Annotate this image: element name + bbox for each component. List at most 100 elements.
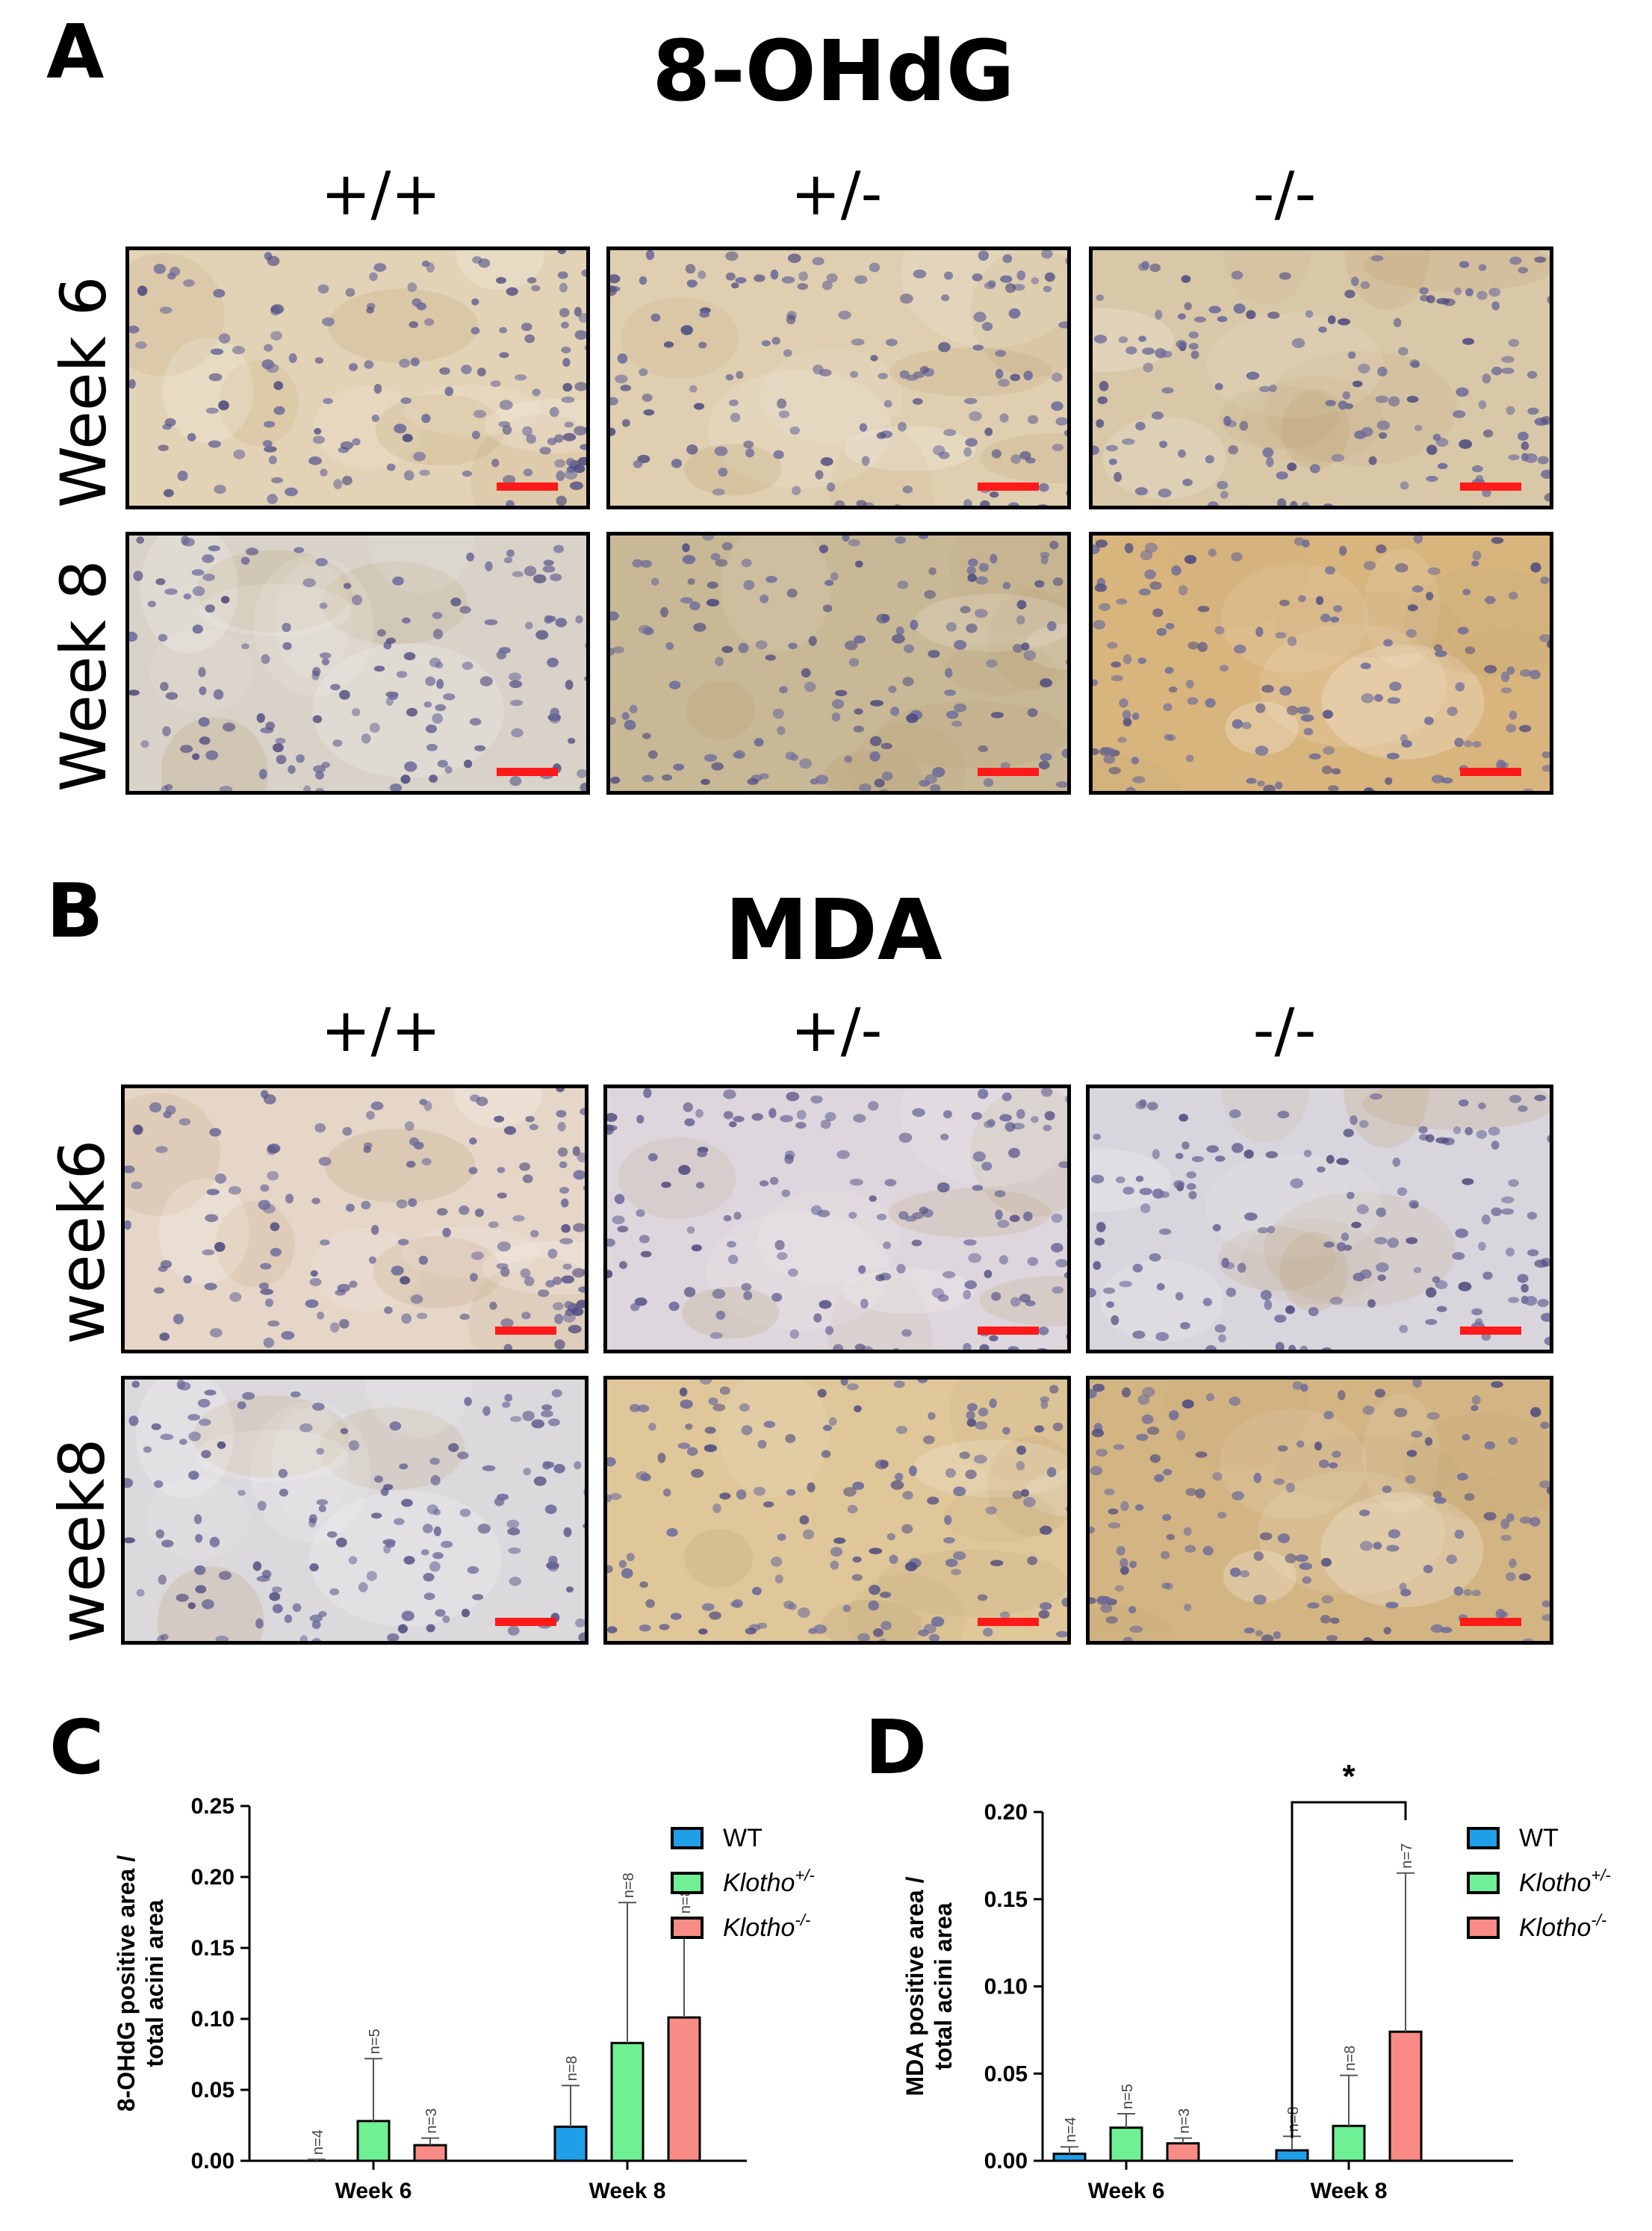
y-tick-label: 0.15	[984, 1887, 1028, 1912]
legend-swatch	[1467, 1872, 1500, 1894]
tissue-texture	[610, 250, 1067, 506]
scale-bar	[1460, 1327, 1521, 1335]
panel-c-letter: C	[49, 1704, 105, 1791]
tissue-texture	[1093, 536, 1550, 791]
y-tick-label: 0.10	[191, 2007, 235, 2032]
panel-a-column-label: +/-	[790, 159, 883, 229]
sample-size-label: n=5	[367, 2029, 383, 2054]
tissue-texture	[607, 1380, 1067, 1641]
panel-b-row-label: week8	[46, 1438, 119, 1643]
legend-swatch	[1467, 1917, 1500, 1939]
legend-label: WT	[1519, 1824, 1559, 1852]
micrograph-tile	[1086, 1085, 1553, 1353]
bar	[1052, 2153, 1087, 2162]
scale-bar	[978, 768, 1039, 776]
micrograph-tile	[603, 1376, 1071, 1645]
tissue-texture	[607, 1088, 1067, 1350]
micrograph-tile	[121, 1085, 589, 1353]
sample-size-label: n=4	[310, 2129, 326, 2155]
sample-size-label: n=3	[423, 2109, 440, 2134]
bar	[356, 2120, 391, 2162]
sample-size-label: n=8	[564, 2055, 580, 2081]
panel-a-row-label: Week 8	[47, 559, 120, 792]
legend-label: Klotho-/-	[1519, 1911, 1606, 1942]
y-axis-label: MDA positive area /total acini area	[901, 1876, 957, 2096]
micrograph-tile	[121, 1376, 589, 1645]
tissue-texture	[1093, 250, 1550, 506]
y-tick-label: 0.10	[984, 1975, 1028, 1999]
bar	[1109, 2126, 1143, 2162]
legend-label: WT	[723, 1824, 763, 1852]
y-tick-label: 0.20	[191, 1865, 235, 1890]
scale-bar	[497, 768, 558, 776]
legend-swatch	[1467, 1827, 1500, 1849]
scale-bar	[1460, 1618, 1521, 1626]
scale-bar	[495, 1327, 556, 1335]
micrograph-tile	[1086, 1376, 1553, 1645]
x-tick-label: Week 8	[589, 2179, 666, 2203]
panel-a-title: 8-OHdG	[652, 23, 1015, 120]
micrograph-tile	[1089, 532, 1553, 795]
panel-a-column-label: -/-	[1252, 159, 1317, 229]
x-tick-label: Week 8	[1311, 2179, 1388, 2203]
significance-star: *	[1342, 1758, 1356, 1795]
panel-b-title: MDA	[724, 882, 943, 979]
panel-a-row-label: Week 6	[47, 276, 120, 508]
bar	[1275, 2149, 1309, 2162]
y-tick-label: 0.05	[191, 2078, 235, 2103]
legend-swatch	[671, 1917, 704, 1939]
panel-b-column-label: +/+	[320, 996, 441, 1065]
y-axis-label: 8-OHdG positive area /total acini area	[113, 1855, 168, 2111]
x-tick-label: Week 6	[335, 2179, 412, 2203]
bar	[413, 2144, 447, 2162]
tissue-texture	[1090, 1088, 1550, 1350]
bar	[553, 2125, 588, 2162]
scale-bar	[978, 482, 1039, 491]
tissue-texture	[129, 536, 586, 791]
chart-d: 0.00 0.05 0.10 0.15 0.20 MDA positive area /t…	[901, 1758, 1611, 2203]
panel-b-column-label: +/-	[790, 996, 883, 1065]
bar	[1332, 2124, 1366, 2162]
scale-bar	[497, 482, 558, 491]
bar	[1166, 2142, 1200, 2162]
legend-swatch	[671, 1872, 704, 1894]
bar	[667, 2016, 701, 2162]
sample-size-label: n=8	[621, 1872, 637, 1898]
legend-label: Klotho-/-	[723, 1911, 810, 1942]
sample-size-label: n=8	[1342, 2046, 1358, 2071]
bar	[1388, 2030, 1423, 2162]
legend-swatch	[671, 1827, 704, 1849]
y-tick-label: 0.05	[984, 2061, 1028, 2086]
sample-size-label: n=5	[1120, 2084, 1136, 2109]
panel-b-row-label: week6	[46, 1139, 119, 1344]
tissue-texture	[610, 536, 1067, 791]
tissue-texture	[125, 1088, 585, 1350]
significance-bracket	[1291, 1801, 1407, 2138]
scale-bar	[978, 1327, 1039, 1335]
sample-size-label: n=7	[1399, 1843, 1415, 1869]
sample-size-label: n=3	[1176, 2109, 1193, 2134]
y-tick-label: 0.00	[984, 2149, 1028, 2173]
tissue-texture	[1090, 1380, 1550, 1641]
chart-c: 0.00 0.05 0.10 0.15 0.20 0.25 8-OHdG positive …	[113, 1794, 815, 2203]
panel-b-letter: B	[46, 867, 104, 955]
scale-bar	[1460, 482, 1521, 491]
micrograph-tile	[606, 532, 1071, 795]
y-tick-label: 0.15	[191, 1936, 235, 1961]
y-tick-label: 0.20	[984, 1800, 1028, 1825]
sample-size-label: n=4	[1063, 2117, 1079, 2142]
panel-d-letter: D	[865, 1704, 928, 1791]
micrograph-tile	[606, 246, 1071, 509]
sample-size-label: n=8	[677, 1888, 694, 1914]
scale-bar	[1460, 768, 1521, 776]
tissue-texture	[129, 250, 586, 506]
micrograph-tile	[125, 246, 590, 509]
bar	[610, 2041, 645, 2162]
legend-label: Klotho+/-	[1519, 1866, 1611, 1897]
scale-bar	[495, 1618, 556, 1626]
legend-label: Klotho+/-	[723, 1866, 815, 1897]
tissue-texture	[125, 1380, 585, 1641]
panel-a-column-label: +/+	[320, 159, 441, 229]
panel-b-column-label: -/-	[1252, 996, 1317, 1065]
y-tick-label: 0.00	[191, 2149, 235, 2173]
